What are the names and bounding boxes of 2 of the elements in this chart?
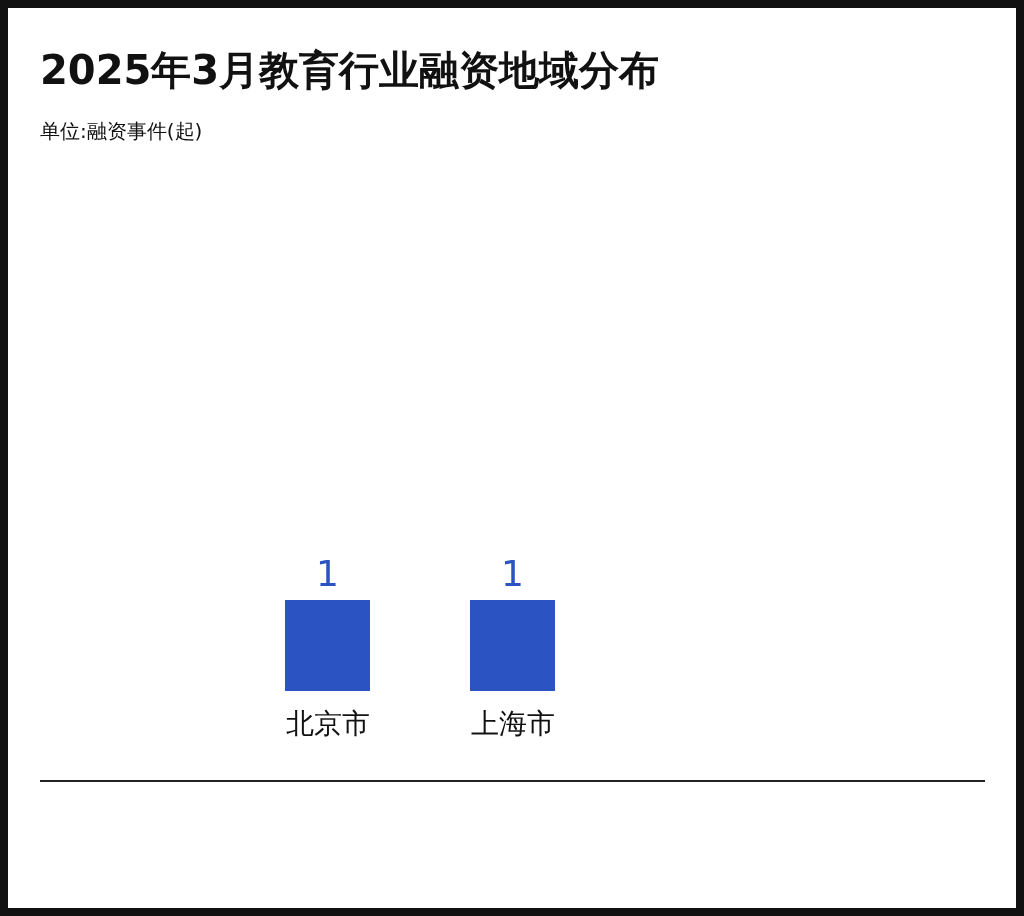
title: 2025年3月教育行业融资地域分布 <box>40 47 660 93</box>
subtitle: 单位:融资事件(起) <box>40 119 203 143</box>
